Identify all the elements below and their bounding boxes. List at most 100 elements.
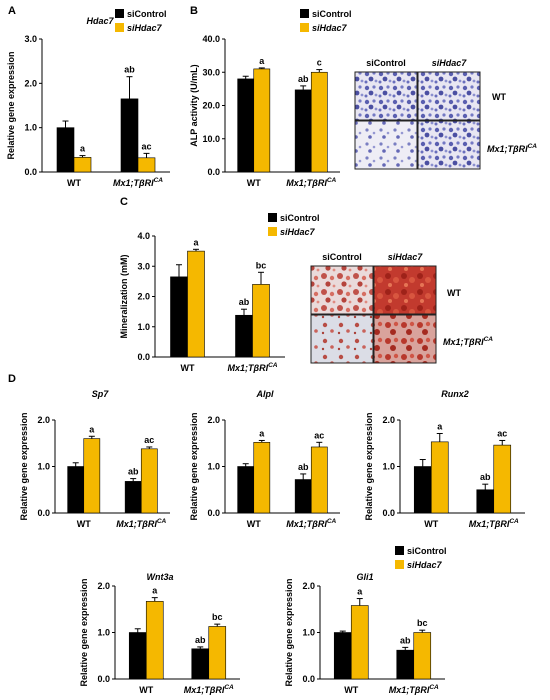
legend-swatch-sicontrol [268,213,277,222]
legend-swatch-sihdac7 [268,227,277,236]
x-tick-label: WT [247,178,261,188]
micrograph-image [373,265,437,315]
bar-sihdac7 [187,250,205,358]
legend-panel-d: siControl siHdac7 [395,546,447,570]
micrograph-row-label: WT [447,288,461,298]
x-tick-label: WT [67,178,81,188]
y-tick-label: 0.0 [37,508,50,518]
chart-d4: 0.0 1.0 2.0 Relative gene expression Wnt3a a W… [79,572,240,695]
y-tick-label: 1.0 [37,462,50,472]
bar-sicontrol [191,648,210,680]
bar-sihdac7 [252,284,270,358]
y-tick-label: 0.0 [302,674,315,684]
bar-sihdac7 [350,605,369,680]
y-tick-label: 1.0 [382,462,395,472]
significance-label: ab [298,462,309,472]
panel-label-c: C [120,196,128,208]
bar-sicontrol [170,276,188,358]
y-tick-label: 1.0 [137,322,150,332]
x-tick-label: Mx1;TβRICA [116,518,166,529]
chart-d5: 0.0 1.0 2.0 Relative gene expression Gli1 a WT… [284,572,445,695]
bar-sihdac7 [137,157,156,173]
significance-label: a [80,144,86,154]
micrograph-row-label: Mx1;TβRICA [443,336,493,347]
micrograph-col-label: siHdac7 [388,252,424,262]
significance-label: a [259,428,265,438]
micrograph-row-label: WT [492,92,506,102]
y-tick-label: 40.0 [202,34,220,44]
legend-label-sicontrol: siControl [280,213,320,223]
x-tick-label: Mx1;TβRICA [389,684,439,695]
panel-label-b: B [190,5,198,17]
bar-sihdac7 [145,601,164,680]
y-tick-label: 2.0 [137,292,150,302]
x-tick-label: Mx1;TβRICA [184,684,234,695]
significance-label: a [193,237,199,247]
chart-d3: 0.0 1.0 2.0 Relative gene expression Runx2 a W… [364,389,525,529]
bar-sicontrol [235,314,253,358]
significance-label: c [317,58,322,68]
legend-panel-c: siControl siHdac7 [268,213,320,237]
bar-sihdac7 [253,68,271,173]
x-tick-label: WT [181,363,195,373]
y-tick-label: 1.0 [207,462,220,472]
chart-d2: 0.0 1.0 2.0 Relative gene expression Alpl a WT… [189,389,340,529]
x-tick-label: WT [77,519,91,529]
micrograph-grid-c: siControl siHdac7 WT Mx1;TβRICA [310,252,493,364]
micrograph-col-label: siHdac7 [432,58,468,68]
bar-sihdac7 [253,442,271,514]
y-tick-label: 1.0 [302,628,315,638]
y-tick-label: 4.0 [137,231,150,241]
significance-label: ab [124,65,135,75]
bar-sicontrol [396,649,415,680]
y-tick-label: 2.0 [302,581,315,591]
panel-label-d: D [8,373,16,385]
legend-label-sihdac7: siHdac7 [312,23,348,33]
y-tick-label: 0.0 [97,674,110,684]
significance-label: ac [144,435,154,445]
y-tick-label: 2.0 [207,415,220,425]
bar-sicontrol [67,466,85,514]
y-axis-label: Mineralization (mM) [119,254,129,338]
y-tick-label: 0.0 [24,167,37,177]
x-tick-label: Mx1;TβRICA [286,177,336,188]
y-tick-label: 20.0 [202,101,220,111]
x-tick-label: Mx1;TβRICA [113,177,163,188]
x-tick-label: Mx1;TβRICA [286,518,336,529]
charts-layer: 0.0 1.0 2.0 3.0 Relative gene expression Hdac… [6,16,525,695]
legend-label-sihdac7: siHdac7 [127,23,163,33]
legend-panel-a: siControl siHdac7 [115,9,167,33]
bar-sicontrol [128,632,147,680]
y-tick-label: 3.0 [137,261,150,271]
significance-label: ac [314,430,324,440]
y-tick-label: 2.0 [37,415,50,425]
significance-label: ab [195,635,206,645]
legend-swatch-sicontrol [300,9,309,18]
y-tick-label: 0.0 [207,167,220,177]
bar-sihdac7 [413,632,432,680]
legend-label-sicontrol: siControl [407,546,447,556]
legend-swatch-sicontrol [115,9,124,18]
y-axis-label: Relative gene expression [364,412,374,520]
chart-title: Gli1 [356,572,373,582]
x-tick-label: WT [139,685,153,695]
y-axis-label: Relative gene expression [284,578,294,686]
chart-title: Runx2 [441,389,469,399]
micrograph-row-label: Mx1;TβRICA [487,143,537,154]
significance-label: a [152,586,158,596]
bar-sihdac7 [310,446,328,514]
y-axis-label: ALP activity (U/mL) [189,64,199,146]
significance-label: ab [298,74,309,84]
legend-swatch-sihdac7 [395,560,404,569]
micrograph-image [354,71,418,121]
micrograph-image [417,71,481,121]
x-tick-label: WT [344,685,358,695]
legend-label-sihdac7: siHdac7 [407,560,443,570]
bar-sicontrol [333,632,352,680]
y-tick-label: 2.0 [97,581,110,591]
micrograph-image [310,265,374,315]
panel-label-a: A [8,5,16,17]
y-tick-label: 2.0 [382,415,395,425]
chart-title: Alpl [256,389,274,399]
